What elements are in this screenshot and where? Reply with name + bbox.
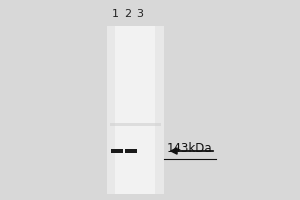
Bar — [115, 26, 155, 194]
Bar — [111, 149, 123, 153]
Bar — [110, 123, 160, 126]
Text: 3: 3 — [136, 9, 143, 19]
Text: 143kDa: 143kDa — [167, 142, 212, 155]
Bar — [125, 149, 137, 153]
Bar — [106, 26, 164, 194]
Text: 2: 2 — [124, 9, 131, 19]
Text: 1: 1 — [112, 9, 119, 19]
